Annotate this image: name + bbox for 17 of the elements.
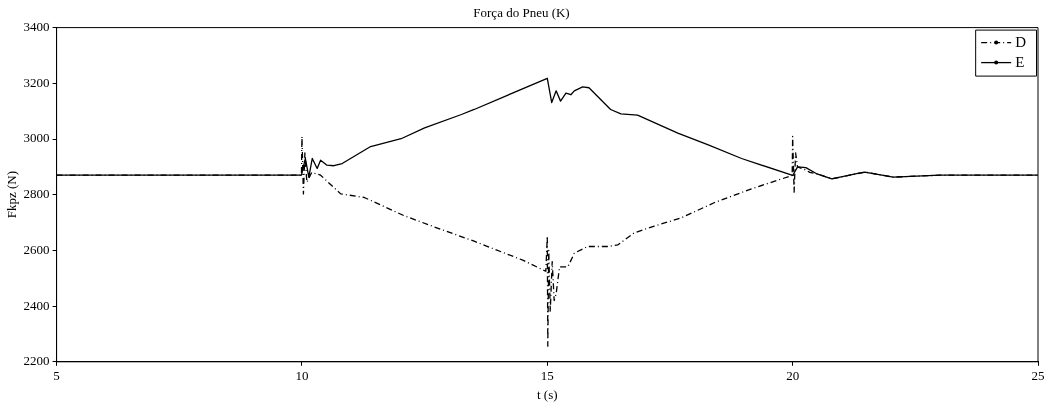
x-axis-title: t (s) xyxy=(537,386,558,402)
y-tick-label: 2800 xyxy=(23,186,50,202)
x-tick-label: 5 xyxy=(53,368,60,384)
y-tick-label: 3000 xyxy=(23,130,50,146)
x-tick-label: 20 xyxy=(786,368,800,384)
y-tick-label: 2400 xyxy=(23,297,50,313)
y-tick-label: 3400 xyxy=(23,19,50,35)
x-tick-label: 10 xyxy=(295,368,309,384)
chart-title: Força do Pneu (K) xyxy=(473,5,570,21)
x-tick-label: 25 xyxy=(1031,368,1045,384)
y-tick-label: 2600 xyxy=(23,241,50,257)
y-axis-title: Fkpz (N) xyxy=(4,171,20,219)
y-tick-label: 3200 xyxy=(23,74,50,90)
y-tick-label: 2200 xyxy=(23,353,50,369)
x-tick-label: 15 xyxy=(540,368,554,384)
legend-label: D xyxy=(1015,33,1027,50)
legend-label: E xyxy=(1015,53,1025,70)
